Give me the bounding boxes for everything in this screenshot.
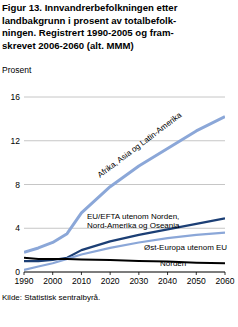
- grid-line: [24, 97, 225, 98]
- y-label: Prosent: [2, 65, 32, 75]
- title: Figur 13. Innvandrerbefolkningen etter: [2, 2, 178, 13]
- chart: Figur 13. Innvandrerbefolkningen etter la…: [0, 0, 238, 327]
- line: [24, 117, 225, 253]
- x-tick-label: 2050: [187, 276, 206, 286]
- grid-line: [24, 184, 225, 185]
- y-tick-label: 16: [11, 92, 21, 102]
- series-label: Norden: [160, 259, 186, 268]
- label-line: Norden: [160, 259, 186, 268]
- series-label: Øst-Europa utenom EU: [144, 243, 227, 252]
- y-tick-label: 4: [15, 223, 20, 233]
- y-tick-label: 12: [11, 136, 21, 146]
- label-line: EU/EFTA utenom Norden,: [87, 212, 179, 221]
- x-tick-label: 2000: [43, 276, 62, 286]
- title: skrevet 2006-2060 (alt. MMM): [2, 40, 134, 51]
- x-tick: [196, 272, 197, 275]
- line: [24, 258, 225, 263]
- x-tick: [110, 272, 111, 275]
- title: ningen. Registrert 1990-2005 og fram-: [2, 27, 174, 38]
- title: landbakgrunn i prosent av totalbefolk-: [2, 15, 176, 26]
- x-tick-label: 2020: [101, 276, 120, 286]
- line: [24, 218, 225, 261]
- label-line: Øst-Europa utenom EU: [144, 243, 227, 252]
- grid-line: [24, 140, 225, 141]
- x-tick-label: 2010: [72, 276, 91, 286]
- x-tick: [167, 272, 168, 275]
- x-tick: [138, 272, 139, 275]
- source: Kilde: Statistisk sentralbyrå.: [2, 293, 100, 302]
- y-tick-label: 8: [15, 180, 20, 190]
- grid-line: [24, 272, 225, 273]
- x-tick: [225, 272, 226, 275]
- series-label: Afrika, Asia og Latin-Amerika: [96, 110, 184, 179]
- x-tick-label: 1990: [15, 276, 34, 286]
- label-line: Afrika, Asia og Latin-Amerika: [96, 110, 184, 179]
- x-tick-label: 2030: [129, 276, 148, 286]
- x-axis: [24, 272, 225, 273]
- x-tick: [81, 272, 82, 275]
- label-line: Nord-Amerika og Oseania: [87, 221, 180, 230]
- series-label: EU/EFTA utenom Norden,Nord-Amerika og Os…: [87, 212, 180, 230]
- x-tick: [52, 272, 53, 275]
- x-tick-label: 2060: [216, 276, 235, 286]
- x-tick: [24, 272, 25, 275]
- x-tick-label: 2040: [158, 276, 177, 286]
